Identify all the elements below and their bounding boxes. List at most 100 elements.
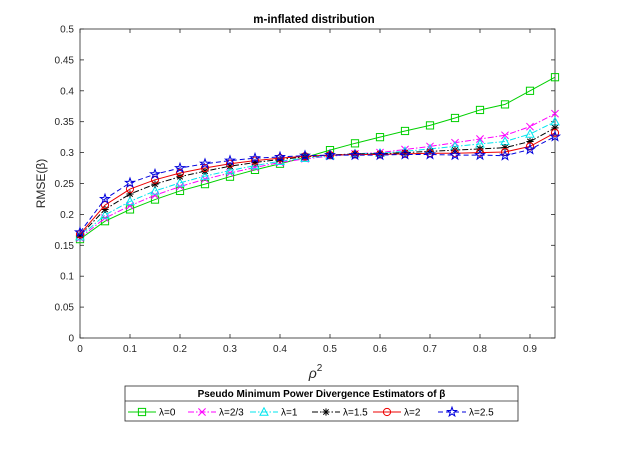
- data-point: [225, 165, 235, 175]
- data-point: [100, 201, 110, 210]
- x-tick-label: 0.9: [523, 344, 537, 355]
- legend-entry: λ=1.5: [312, 408, 368, 419]
- data-point: [550, 128, 560, 137]
- data-point: [200, 170, 210, 180]
- marker-ast-d2: [501, 144, 509, 151]
- data-point: [101, 205, 109, 214]
- marker-ast-d2: [322, 408, 330, 416]
- y-tick-label: 0.1: [60, 272, 74, 283]
- marker-star: [123, 176, 137, 189]
- legend-title: Pseudo Minimum Power Divergence Estimato…: [198, 389, 446, 400]
- data-point: [373, 148, 387, 161]
- data-point: [250, 165, 260, 175]
- y-tick-label: 0.25: [55, 179, 75, 190]
- marker-star: [148, 167, 162, 180]
- y-tick-label: 0.2: [60, 210, 74, 221]
- x-axis-label: ρ2: [308, 363, 323, 381]
- series-line: [79, 136, 556, 233]
- marker-star: [73, 225, 87, 238]
- data-point: [550, 73, 560, 82]
- data-point: [450, 113, 460, 123]
- y-tick-label: 0.3: [60, 148, 74, 159]
- marker-star: [423, 148, 437, 160]
- legend-marker: [382, 407, 392, 417]
- x-tick-label: 0.6: [373, 344, 387, 355]
- data-point: [348, 148, 362, 161]
- marker-square: [450, 113, 460, 123]
- data-point: [176, 182, 184, 191]
- marker-star: [498, 149, 512, 161]
- marker-square: [137, 407, 147, 417]
- data-point: [525, 86, 535, 95]
- data-point: [475, 105, 485, 115]
- data-point: [125, 196, 135, 206]
- marker-triangle: [175, 177, 185, 187]
- marker-square: [375, 133, 385, 142]
- data-point: [150, 195, 160, 204]
- marker-square: [550, 73, 560, 82]
- marker-x-b: [501, 131, 509, 140]
- legend-label: λ=2/3: [219, 408, 244, 419]
- x-tick-label: 0.2: [173, 344, 187, 355]
- x-tick-label: 0.3: [223, 344, 237, 355]
- legend-marker: [137, 407, 147, 417]
- marker-x-b: [198, 408, 206, 416]
- marker-triangle: [150, 185, 160, 195]
- data-point: [225, 159, 235, 168]
- data-point: [250, 156, 260, 165]
- series-line: [79, 121, 556, 238]
- data-point: [501, 131, 509, 140]
- marker-star: [548, 130, 562, 142]
- marker-x-b: [526, 122, 534, 131]
- data-point: [125, 184, 135, 194]
- legend-entry: λ=2.5: [438, 405, 494, 419]
- marker-square: [400, 126, 410, 136]
- plot-area: 0 0.05 0.1 0.15 0.2 0.25 0.3 0.35 0.4 0.45 0.5 0 0.1…: [34, 25, 562, 381]
- data-point: [423, 148, 437, 160]
- x-tick-label: 0.4: [273, 344, 287, 355]
- series-5: [73, 130, 562, 238]
- data-point: [98, 192, 112, 205]
- data-point: [473, 148, 487, 161]
- marker-square: [200, 180, 210, 189]
- marker-x-b: [126, 201, 134, 210]
- data-point: [198, 157, 212, 169]
- marker-circle: [200, 163, 210, 173]
- data-point: [500, 100, 510, 109]
- marker-triangle: [100, 209, 110, 219]
- legend-label: λ=1: [281, 408, 298, 419]
- data-point: [551, 109, 559, 118]
- marker-star: [523, 143, 537, 155]
- data-point: [425, 121, 435, 130]
- data-point: [223, 154, 237, 166]
- marker-star: [373, 148, 387, 161]
- x-tick-label: 0.1: [123, 344, 137, 355]
- marker-square: [175, 186, 185, 196]
- marker-star: [198, 157, 212, 169]
- marker-triangle: [225, 165, 235, 175]
- legend-entry: λ=2: [373, 408, 421, 419]
- x-tick-label: 0: [77, 344, 83, 355]
- chart-title: m-inflated distribution: [253, 14, 374, 26]
- data-point: [526, 122, 534, 131]
- marker-ast-d2: [151, 181, 159, 188]
- marker-star: [248, 151, 262, 164]
- x-tick-label: 0.7: [423, 344, 437, 355]
- marker-circle: [550, 128, 560, 137]
- marker-x-b: [551, 109, 559, 118]
- legend: Pseudo Minimum Power Divergence Estimato…: [124, 385, 519, 422]
- legend-box: [124, 385, 519, 422]
- series-line: [79, 132, 556, 235]
- data-point: [123, 176, 137, 189]
- marker-star: [448, 148, 462, 161]
- marker-square: [500, 100, 510, 109]
- marker-ast-d2: [201, 168, 209, 175]
- legend-entry: λ=1: [250, 406, 298, 419]
- marker-square: [350, 139, 360, 148]
- data-point: [173, 161, 187, 174]
- marker-star: [348, 148, 362, 161]
- marker-circle: [275, 154, 285, 163]
- marker-square: [425, 121, 435, 130]
- data-point: [375, 133, 385, 142]
